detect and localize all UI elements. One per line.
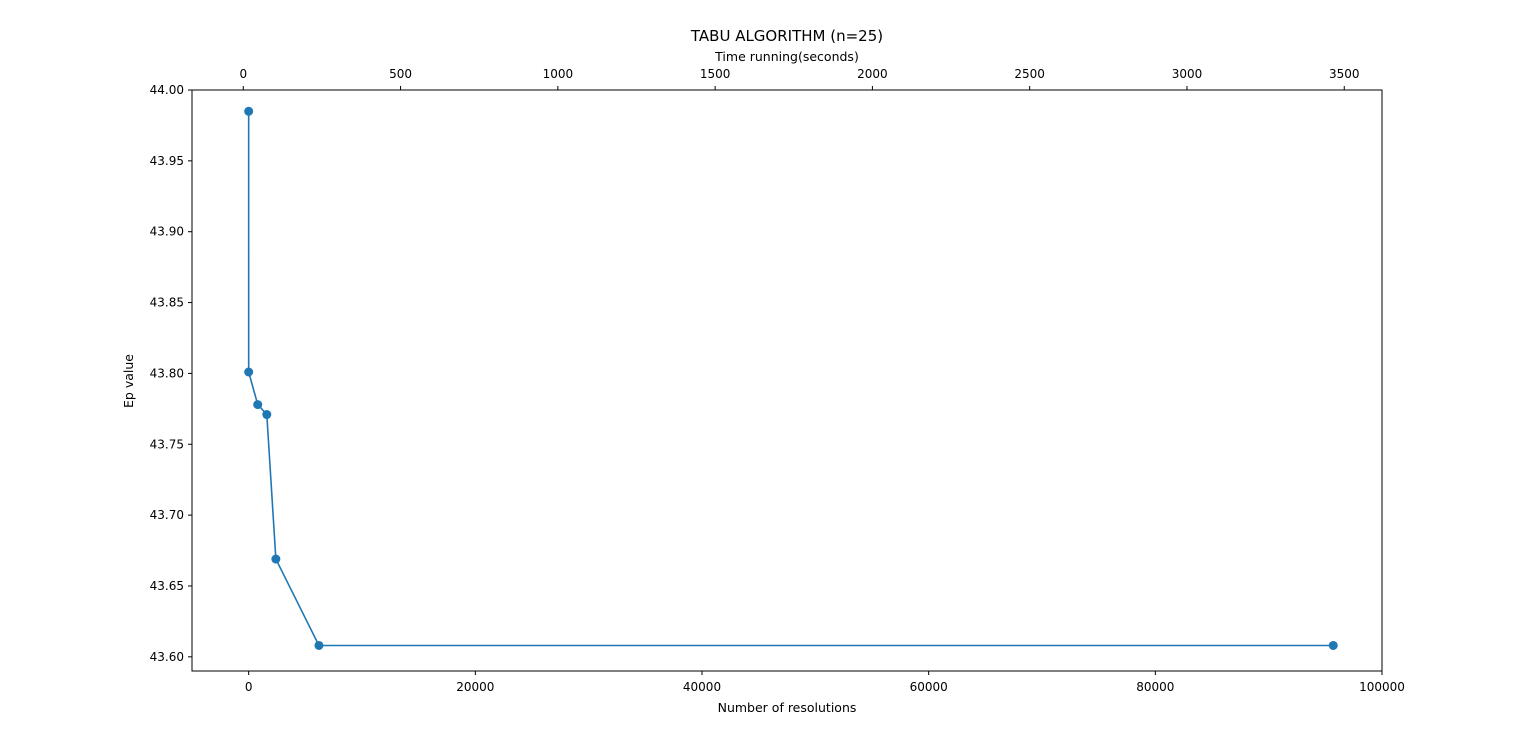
secondary-x-tick-label: 1500: [700, 67, 731, 81]
data-point: [314, 640, 324, 650]
secondary-x-tick-label: 2000: [857, 67, 888, 81]
y-tick-label: 43.80: [150, 366, 184, 380]
x-tick-label: 0: [245, 680, 253, 694]
y-tick-label: 43.75: [150, 437, 184, 451]
x-tick-label: 100000: [1359, 680, 1405, 694]
y-tick-label: 43.90: [150, 225, 184, 239]
y-tick-label: 43.70: [150, 508, 184, 522]
secondary-x-axis-label: Time running(seconds): [714, 49, 859, 64]
secondary-x-tick-label: 3000: [1172, 67, 1203, 81]
y-tick-label: 43.95: [150, 154, 184, 168]
secondary-x-tick-label: 0: [239, 67, 247, 81]
secondary-x-tick-label: 500: [389, 67, 412, 81]
secondary-x-tick-label: 2500: [1014, 67, 1045, 81]
x-tick-label: 80000: [1136, 680, 1174, 694]
plot-area-frame: [191, 89, 1383, 672]
x-tick-label: 40000: [683, 680, 721, 694]
y-axis-ticks: 43.60 43.65 43.70 43.75 43.80 43.85 43.90 43.95…: [150, 83, 192, 664]
data-point: [262, 410, 272, 420]
y-tick-label: 43.60: [150, 650, 184, 664]
y-tick-label: 44.00: [150, 83, 184, 97]
x-axis-label: Number of resolutions: [718, 700, 857, 715]
data-point: [244, 367, 254, 377]
x-tick-label: 60000: [910, 680, 948, 694]
x-tick-label: 20000: [456, 680, 494, 694]
secondary-x-tick-label: 1000: [543, 67, 574, 81]
y-axis-label: Ep value: [121, 354, 136, 408]
data-point: [253, 400, 263, 410]
y-tick-label: 43.85: [150, 296, 184, 310]
data-point: [1328, 640, 1338, 650]
secondary-x-tick-label: 3500: [1329, 67, 1360, 81]
x-axis-ticks: 0 20000 40000 60000 80000 100000: [245, 671, 1405, 694]
data-point: [271, 554, 281, 564]
y-tick-label: 43.65: [150, 579, 184, 593]
chart-title: TABU ALGORITHM (n=25): [690, 27, 883, 45]
secondary-x-axis-ticks: 0 500 1000 1500 2000 2500 3000 3500: [239, 67, 1360, 90]
data-point: [244, 106, 254, 116]
series-layer: [244, 106, 1338, 650]
